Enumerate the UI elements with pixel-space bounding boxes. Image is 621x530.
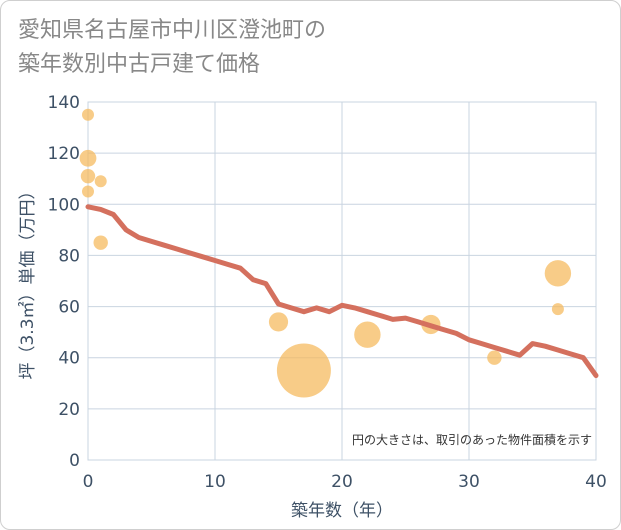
y-axis-label: 坪（3.3㎡）単価（万円）: [18, 182, 38, 379]
y-tick-label: 120: [48, 144, 80, 164]
data-bubble: [80, 168, 96, 184]
y-tick-label: 100: [48, 195, 80, 215]
x-tick-label: 40: [585, 472, 607, 492]
y-tick-label: 0: [69, 451, 80, 471]
x-tick-label: 30: [458, 472, 480, 492]
y-tick-label: 80: [58, 246, 80, 266]
y-tick-label: 20: [58, 400, 80, 420]
x-tick-label: 0: [83, 472, 94, 492]
trend-line: [85, 204, 599, 379]
y-tick-label: 140: [48, 93, 80, 113]
size-annotation: 円の大きさは、取引のあった物件面積を示す: [352, 432, 592, 447]
data-bubble: [276, 343, 331, 398]
data-bubble: [82, 108, 94, 121]
chart-title: 愛知県名古屋市中川区澄池町の 築年数別中古戸建て価格: [18, 14, 326, 82]
data-bubble: [551, 303, 564, 316]
x-tick-label: 20: [331, 472, 353, 492]
y-tick-label: 60: [58, 298, 80, 318]
chart-title-line-1: 愛知県名古屋市中川区澄池町の: [18, 18, 327, 43]
x-axis-label: 築年数（年）: [291, 501, 393, 521]
data-bubble: [94, 175, 107, 188]
data-bubble: [79, 149, 97, 167]
data-bubble: [487, 350, 502, 365]
x-tick-label: 10: [204, 472, 226, 492]
y-tick-label: 40: [58, 349, 80, 369]
data-bubble: [93, 235, 108, 250]
data-bubble: [544, 260, 572, 287]
data-bubble: [354, 321, 381, 348]
chart-title-line-2: 築年数別中古戸建て価格: [18, 52, 261, 77]
data-bubble: [82, 185, 94, 198]
data-bubble: [268, 312, 289, 332]
